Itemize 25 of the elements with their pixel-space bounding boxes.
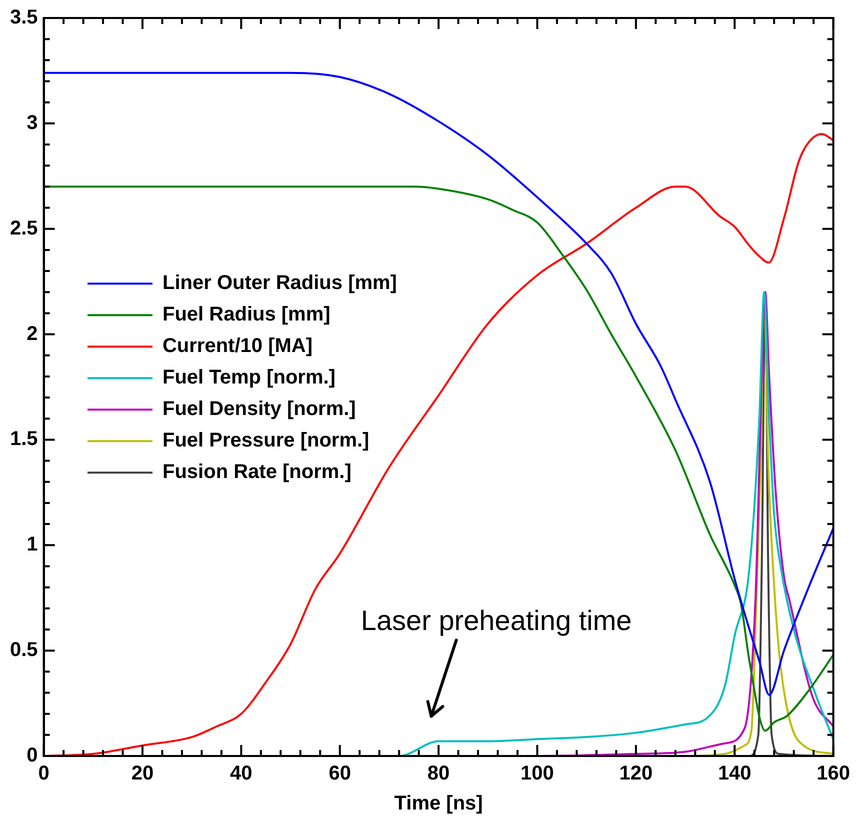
x-tick-label: 160 <box>816 762 850 785</box>
x-tick-label: 120 <box>619 762 653 785</box>
y-tick-label: 3 <box>26 112 38 134</box>
legend-label: Fuel Temp [norm.] <box>162 366 336 389</box>
y-tick-label: 0 <box>26 744 38 767</box>
y-tick-label: 1.5 <box>10 428 38 450</box>
y-tick-label: 2 <box>26 322 38 345</box>
legend-label: Fuel Pressure [norm.] <box>162 430 370 452</box>
x-axis-title: Time [ns] <box>394 792 483 815</box>
y-tick-label: 0.5 <box>10 639 38 662</box>
x-tick-label: 140 <box>718 762 752 785</box>
x-tick-label: 20 <box>131 762 154 785</box>
legend-label: Fuel Density [norm.] <box>162 398 356 420</box>
legend-label: Fuel Radius [mm] <box>162 304 330 326</box>
x-tick-label: 60 <box>328 762 351 785</box>
x-tick-label: 100 <box>520 762 554 785</box>
annotation: Laser preheating time <box>360 605 632 636</box>
x-tick-label: 40 <box>230 762 252 785</box>
legend-label: Fusion Rate [norm.] <box>162 461 352 484</box>
y-tick-label: 2.5 <box>10 217 38 240</box>
x-tick-label: 80 <box>427 762 450 785</box>
legend-label: Current/10 [MA] <box>162 335 313 358</box>
y-tick-label: 3.5 <box>10 6 38 29</box>
legend-label: Liner Outer Radius [mm] <box>162 272 397 294</box>
y-tick-label: 1 <box>26 534 38 556</box>
